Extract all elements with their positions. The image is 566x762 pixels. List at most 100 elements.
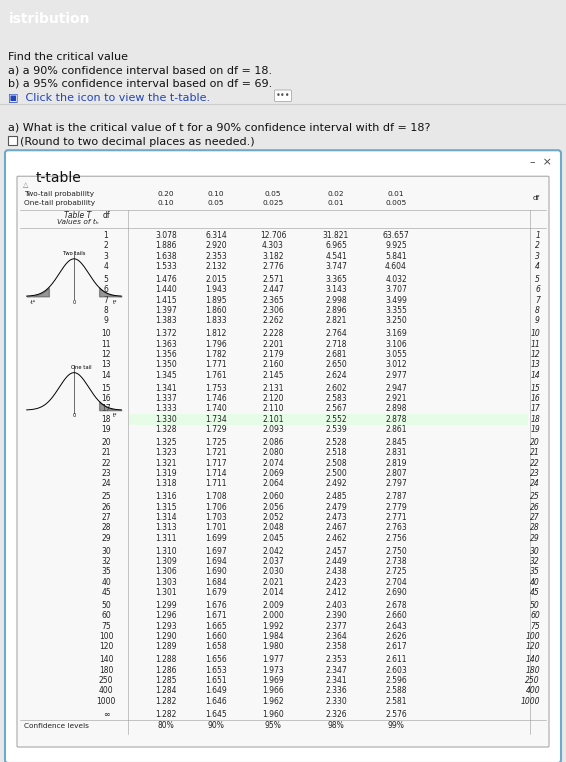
Text: 1.697: 1.697	[205, 546, 227, 555]
Text: 35: 35	[530, 568, 540, 576]
Text: 1.717: 1.717	[205, 459, 227, 468]
Text: 2.438: 2.438	[325, 568, 347, 576]
Text: 3: 3	[104, 251, 109, 261]
Text: 60: 60	[530, 611, 540, 620]
Text: 2.037: 2.037	[262, 557, 284, 566]
Text: 19: 19	[101, 425, 111, 434]
Text: 26: 26	[101, 503, 111, 511]
Text: 2.947: 2.947	[385, 383, 407, 392]
Text: 1.684: 1.684	[205, 578, 227, 587]
Text: 0: 0	[72, 414, 76, 418]
Text: 10: 10	[101, 329, 111, 338]
Text: 1.753: 1.753	[205, 383, 227, 392]
Text: a) What is the critical value of t for a 90% confidence interval with df = 18?: a) What is the critical value of t for a…	[8, 122, 430, 133]
Text: 2.738: 2.738	[385, 557, 407, 566]
Text: 60: 60	[101, 611, 111, 620]
Text: 1.679: 1.679	[205, 588, 227, 597]
Text: 0.02: 0.02	[328, 191, 344, 197]
Text: 2.576: 2.576	[385, 709, 407, 719]
Text: 4.541: 4.541	[325, 251, 347, 261]
Text: 2.364: 2.364	[325, 632, 347, 641]
Text: 180: 180	[525, 666, 540, 674]
Text: t*: t*	[113, 414, 118, 418]
Text: 1.699: 1.699	[205, 533, 227, 543]
Text: 2.069: 2.069	[262, 469, 284, 478]
Text: 9: 9	[104, 316, 109, 325]
Text: 12: 12	[101, 350, 111, 359]
Text: 6.965: 6.965	[325, 242, 347, 250]
Text: 2.131: 2.131	[262, 383, 284, 392]
Text: 2.508: 2.508	[325, 459, 347, 468]
Text: 1.665: 1.665	[205, 622, 227, 631]
Text: 2.467: 2.467	[325, 523, 347, 533]
Text: 1.984: 1.984	[262, 632, 284, 641]
Text: 3.078: 3.078	[155, 231, 177, 240]
Text: 2.423: 2.423	[325, 578, 347, 587]
Text: 3.055: 3.055	[385, 350, 407, 359]
Text: 2.030: 2.030	[262, 568, 284, 576]
Text: 12: 12	[530, 350, 540, 359]
FancyBboxPatch shape	[5, 150, 561, 762]
Text: 2.771: 2.771	[385, 513, 407, 522]
Text: 2.690: 2.690	[385, 588, 407, 597]
Text: 1.980: 1.980	[262, 642, 284, 652]
Text: 1.311: 1.311	[155, 533, 177, 543]
Text: Table T: Table T	[65, 211, 92, 220]
Text: 2.500: 2.500	[325, 469, 347, 478]
Text: 2.977: 2.977	[385, 370, 407, 379]
FancyBboxPatch shape	[17, 176, 549, 747]
Text: 2.449: 2.449	[325, 557, 347, 566]
Text: 3: 3	[535, 251, 540, 261]
Text: 2.492: 2.492	[325, 479, 347, 488]
Text: 1.314: 1.314	[155, 513, 177, 522]
Text: 1.303: 1.303	[155, 578, 177, 587]
Text: 1.397: 1.397	[155, 306, 177, 315]
Text: 28: 28	[530, 523, 540, 533]
Text: 2.776: 2.776	[262, 262, 284, 271]
Text: 1.301: 1.301	[155, 588, 177, 597]
Text: 21: 21	[530, 448, 540, 457]
Text: 14: 14	[101, 370, 111, 379]
Text: 3.747: 3.747	[325, 262, 347, 271]
Text: 2.179: 2.179	[262, 350, 284, 359]
Text: 23: 23	[101, 469, 111, 478]
Text: One-tail probability: One-tail probability	[24, 200, 95, 207]
Text: 2.797: 2.797	[385, 479, 407, 488]
Text: 1.796: 1.796	[205, 340, 227, 348]
Text: a) a 90% confidence interval based on df = 18.: a) a 90% confidence interval based on df…	[8, 66, 272, 75]
Text: 1.282: 1.282	[155, 696, 177, 706]
Text: 1.330: 1.330	[155, 415, 177, 424]
Text: 1.316: 1.316	[155, 492, 177, 501]
Text: 7: 7	[535, 296, 540, 305]
Text: 27: 27	[101, 513, 111, 522]
Text: 2.201: 2.201	[262, 340, 284, 348]
Text: 2.390: 2.390	[325, 611, 347, 620]
Text: 35: 35	[101, 568, 111, 576]
Text: 26: 26	[530, 503, 540, 511]
Text: 1.319: 1.319	[155, 469, 177, 478]
Text: 2.596: 2.596	[385, 676, 407, 685]
Text: 18: 18	[530, 415, 540, 424]
Text: 1.345: 1.345	[155, 370, 177, 379]
Text: 1.646: 1.646	[205, 696, 227, 706]
Text: 2: 2	[535, 242, 540, 250]
Text: 18: 18	[101, 415, 111, 424]
Text: 22: 22	[101, 459, 111, 468]
Text: 0.01: 0.01	[328, 200, 344, 207]
Text: 1.289: 1.289	[155, 642, 177, 652]
Text: 95%: 95%	[264, 721, 281, 730]
Text: 1.284: 1.284	[155, 687, 177, 696]
Text: 15: 15	[101, 383, 111, 392]
Text: 2.412: 2.412	[325, 588, 347, 597]
Text: Values of tₕ: Values of tₕ	[57, 219, 99, 226]
Text: 2.581: 2.581	[385, 696, 407, 706]
Text: 1.690: 1.690	[205, 568, 227, 576]
Text: •••: •••	[276, 91, 290, 101]
Text: 2.000: 2.000	[262, 611, 284, 620]
Text: 21: 21	[101, 448, 111, 457]
Text: 2.014: 2.014	[262, 588, 284, 597]
Text: 400: 400	[525, 687, 540, 696]
Text: 1.296: 1.296	[155, 611, 177, 620]
Text: 1.533: 1.533	[155, 262, 177, 271]
Text: 1.782: 1.782	[205, 350, 227, 359]
